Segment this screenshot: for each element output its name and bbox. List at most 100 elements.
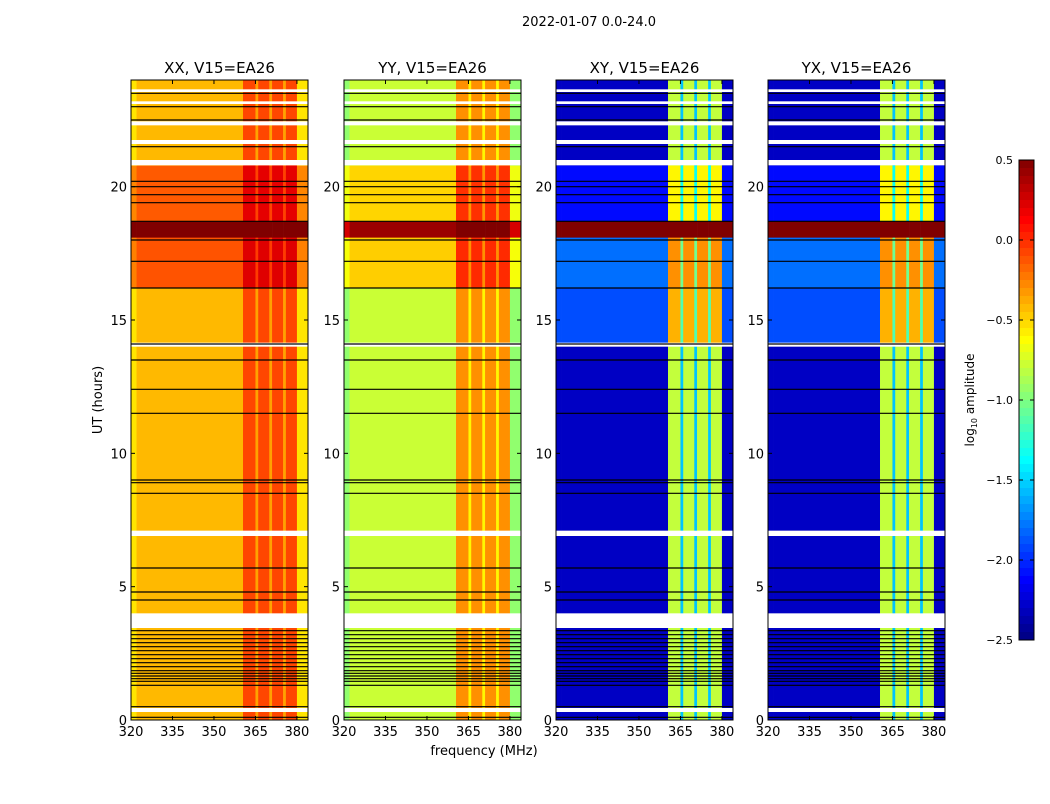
- y-tick-label: 5: [332, 581, 340, 596]
- heatmap-cell: [895, 165, 907, 222]
- colorbar-segment: [1019, 568, 1034, 577]
- flagged-band: [131, 530, 308, 536]
- heatmap-cell: [296, 221, 309, 238]
- colorbar-segment: [1019, 472, 1034, 481]
- heatmap-cell: [131, 221, 137, 238]
- heatmap-cell: [561, 342, 669, 629]
- heatmap-cell: [708, 221, 712, 238]
- heatmap-cell: [880, 165, 893, 222]
- heatmap-cell: [509, 221, 522, 238]
- heatmap-cell: [243, 237, 256, 289]
- heatmap-cell: [485, 221, 497, 238]
- colorbar-segment: [1019, 528, 1034, 537]
- flagged-band: [344, 708, 521, 712]
- heatmap-cell: [258, 288, 270, 343]
- colorbar-segment: [1019, 224, 1034, 233]
- heatmap-cell: [920, 342, 924, 629]
- y-tick-label: 15: [747, 314, 764, 329]
- heatmap-cell: [482, 342, 486, 629]
- colorbar-segment: [1019, 504, 1034, 513]
- panel-xy: XY, V15=EA26 320 335 350 365 380 0 5 10 15 20: [535, 59, 734, 740]
- heatmap-cell: [922, 221, 935, 238]
- heatmap-cell: [482, 628, 486, 721]
- heatmap-cell: [892, 237, 896, 289]
- heatmap-cell: [468, 342, 472, 629]
- panel-xx: XX, V15=EA26 320 335 350 365 380 0 5 10 15 20: [110, 59, 309, 740]
- colorbar-segment: [1019, 600, 1034, 609]
- heatmap-cell: [509, 288, 522, 343]
- colorbar-tick-label: 0.5: [996, 154, 1014, 167]
- heatmap-cell: [131, 342, 137, 629]
- heatmap-cell: [349, 221, 457, 238]
- heatmap-cell: [680, 288, 684, 343]
- y-tick-label: 5: [544, 581, 552, 596]
- heatmap-cell: [922, 288, 935, 343]
- heatmap-cell: [269, 288, 273, 343]
- heatmap-cell: [349, 165, 457, 222]
- heatmap-cell: [258, 628, 270, 721]
- colorbar-segment: [1019, 376, 1034, 385]
- panel-title: YY, V15=EA26: [377, 59, 487, 77]
- heatmap-cell: [344, 628, 350, 721]
- axes-frame: [555, 79, 734, 721]
- heatmap-cell: [892, 628, 896, 721]
- heatmap-cell: [683, 342, 695, 629]
- heatmap-cell: [471, 342, 483, 629]
- heatmap-cell: [344, 342, 350, 629]
- colorbar-tick-label: −1.0: [986, 394, 1013, 407]
- flagged-band: [768, 140, 945, 144]
- x-tick-label: 380: [498, 725, 523, 740]
- heatmap-cell: [136, 221, 244, 238]
- heatmap-cell: [258, 342, 270, 629]
- suptitle: 2022-01-07 0.0-24.0: [522, 15, 656, 30]
- colorbar-segment: [1019, 496, 1034, 505]
- colorbar-label: log10 amplitude: [963, 354, 979, 447]
- heatmap-cell: [485, 288, 497, 343]
- colorbar-segment: [1019, 296, 1034, 305]
- heatmap-cell: [694, 342, 698, 629]
- x-tick-label: 320: [119, 725, 144, 740]
- x-tick-label: 365: [456, 725, 481, 740]
- colorbar-segment: [1019, 576, 1034, 585]
- heatmap-cell: [708, 288, 712, 343]
- heatmap-cell: [561, 628, 669, 721]
- heatmap-cell: [768, 221, 774, 238]
- heatmap-cell: [283, 221, 287, 238]
- heatmap-cell: [285, 221, 298, 238]
- heatmap-cell: [892, 288, 896, 343]
- heatmap-cell: [683, 628, 695, 721]
- x-tick-label: 320: [756, 725, 781, 740]
- flagged-band: [556, 342, 733, 347]
- heatmap-cell: [285, 342, 298, 629]
- heatmap-cell: [468, 628, 472, 721]
- heatmap-cell: [496, 628, 500, 721]
- heatmap-cell: [680, 221, 684, 238]
- heatmap-cell: [498, 237, 511, 289]
- heatmap-cell: [773, 165, 881, 222]
- flagged-band: [344, 530, 521, 536]
- heatmap-cell: [471, 221, 483, 238]
- flagged-band: [768, 613, 945, 628]
- heatmap-cell: [498, 165, 511, 222]
- heatmap-cell: [468, 165, 472, 222]
- y-tick-label: 20: [535, 181, 552, 196]
- flagged-band: [131, 140, 308, 144]
- heatmap-cell: [296, 237, 309, 289]
- heatmap-cell: [920, 628, 924, 721]
- colorbar-segment: [1019, 264, 1034, 273]
- colorbar-segment: [1019, 552, 1034, 561]
- heatmap-cell: [344, 237, 350, 289]
- colorbar-segment: [1019, 416, 1034, 425]
- colorbar-segment: [1019, 592, 1034, 601]
- heatmap-cell: [768, 165, 774, 222]
- colorbar-segment: [1019, 328, 1034, 337]
- heatmap-cell: [296, 288, 309, 343]
- heatmap-cell: [498, 288, 511, 343]
- colorbar-tick-label: −2.5: [986, 634, 1013, 647]
- heatmap-cell: [471, 288, 483, 343]
- flagged-band: [131, 121, 308, 126]
- colorbar-segment: [1019, 616, 1034, 625]
- y-tick-label: 10: [747, 447, 764, 462]
- axes-frame: [767, 79, 946, 721]
- colorbar-segment: [1019, 456, 1034, 465]
